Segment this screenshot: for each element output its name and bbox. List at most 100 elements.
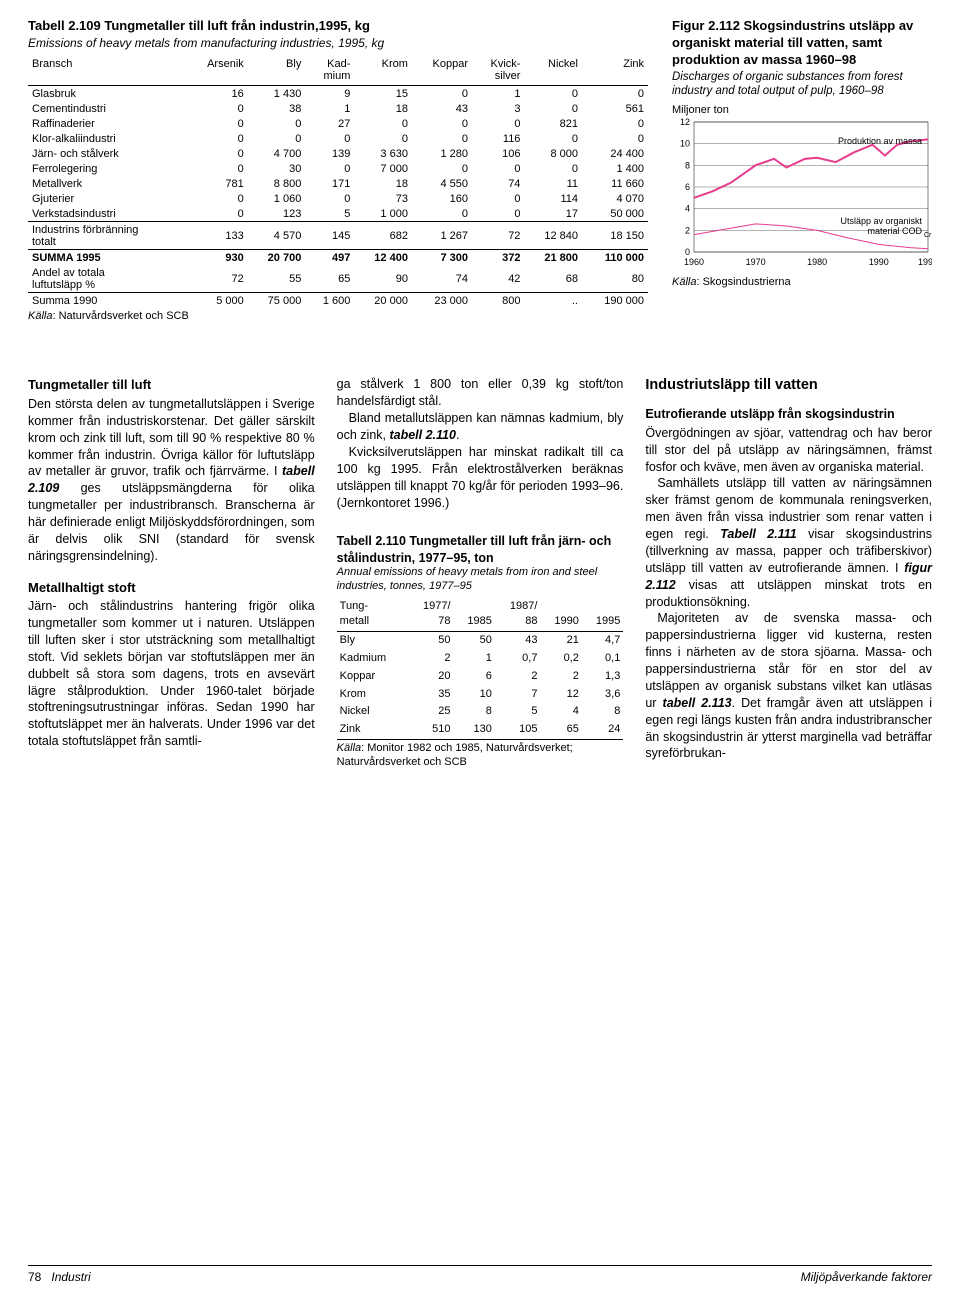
table-cell: 74	[412, 265, 472, 293]
body-text: Samhällets utsläpp till vatten av näring…	[645, 475, 932, 610]
table-cell: 74	[472, 176, 524, 191]
table-cell: Verkstadsindustri	[28, 206, 186, 222]
table-cell: 1 280	[412, 146, 472, 161]
table-cell: Glasbruk	[28, 86, 186, 102]
table-cell: 139	[305, 146, 354, 161]
table-cell: 4 070	[582, 191, 648, 206]
table-cell: 372	[472, 250, 524, 266]
col-header: 1990	[540, 597, 581, 631]
col-header: Bly	[248, 57, 306, 86]
table-cell: 123	[248, 206, 306, 222]
table-subtitle: Emissions of heavy metals from manufactu…	[28, 36, 648, 51]
table-cell: 20	[408, 667, 454, 685]
table-cell: 0	[248, 116, 306, 131]
col-header: Kad-mium	[305, 57, 354, 86]
table-cell: 0	[412, 116, 472, 131]
body-text: Majoriteten av de svenska massa- och pap…	[645, 610, 932, 762]
table-cell: 3 630	[354, 146, 412, 161]
col-header: Zink	[582, 57, 648, 86]
table-cell: 25	[408, 703, 454, 721]
table-cell: 0	[248, 131, 306, 146]
table-cell: Krom	[337, 685, 408, 703]
table-cell: 0,2	[540, 649, 581, 667]
table-cell: 8	[582, 703, 623, 721]
table-cell: 0	[472, 191, 524, 206]
table-cell: 0	[582, 131, 648, 146]
body-text: Den största delen av tungmetallutsläppen…	[28, 396, 315, 565]
table-cell: 145	[305, 222, 354, 250]
table-cell: 10	[454, 685, 495, 703]
col-header: Koppar	[412, 57, 472, 86]
table-cell: 1 400	[582, 161, 648, 176]
table-cell: Raffinaderier	[28, 116, 186, 131]
table-cell: 7 000	[354, 161, 412, 176]
table-cell: Ferrolegering	[28, 161, 186, 176]
table-cell: 171	[305, 176, 354, 191]
table-cell: 21 800	[524, 250, 582, 266]
svg-text:1980: 1980	[807, 257, 827, 267]
heading-eutrofierande: Eutrofierande utsläpp från skogsindustri…	[645, 406, 932, 423]
table-cell: 4 700	[248, 146, 306, 161]
heading-tungmetaller: Tungmetaller till luft	[28, 376, 315, 394]
table-cell: 2	[408, 649, 454, 667]
table-cell: ..	[524, 293, 582, 309]
table-cell: 1	[454, 649, 495, 667]
table-cell: 561	[582, 101, 648, 116]
table-cell: 0	[354, 116, 412, 131]
svg-text:Cr: Cr	[924, 232, 932, 239]
table-cell: 0	[305, 131, 354, 146]
table-cell: 0	[186, 131, 248, 146]
table-title: Tabell 2.109 Tungmetaller till luft från…	[28, 18, 648, 35]
table-cell: 106	[472, 146, 524, 161]
table-cell: 27	[305, 116, 354, 131]
table-cell: 2	[540, 667, 581, 685]
table-cell: 20 700	[248, 250, 306, 266]
figure-subtitle: Discharges of organic substances from fo…	[672, 70, 932, 99]
table-cell: 0,7	[495, 649, 541, 667]
table-source: Källa: Naturvårdsverket och SCB	[28, 310, 648, 322]
svg-text:1998: 1998	[918, 257, 932, 267]
table-cell: 20 000	[354, 293, 412, 309]
table-cell: 5	[495, 703, 541, 721]
table-cell: 80	[582, 265, 648, 293]
svg-text:6: 6	[685, 182, 690, 192]
col-header: Krom	[354, 57, 412, 86]
column-3: Industriutsläpp till vatten Eutrofierand…	[645, 376, 932, 769]
svg-text:8: 8	[685, 161, 690, 171]
table-cell: 21	[540, 631, 581, 649]
col-header: 1995	[582, 597, 623, 631]
table-cell: 8	[454, 703, 495, 721]
table-cell: 0	[186, 146, 248, 161]
footer-section-right: Miljöpåverkande faktorer	[801, 1270, 932, 1284]
body-text: Järn- och stålindustrins hantering frigö…	[28, 598, 315, 750]
table-cell: 11	[524, 176, 582, 191]
table-cell: 15	[354, 86, 412, 102]
table-cell: Kadmium	[337, 649, 408, 667]
table-cell: 105	[495, 721, 541, 740]
figure-title: Figur 2.112 Skogsindustrins utsläpp av o…	[672, 18, 932, 69]
svg-text:12: 12	[680, 118, 690, 127]
body-text: Bland metallutsläppen kan nämnas kadmium…	[337, 410, 624, 444]
col-header: 1987/88	[495, 597, 541, 631]
table-cell: 510	[408, 721, 454, 740]
table-cell: Metallverk	[28, 176, 186, 191]
table-cell: 0	[582, 86, 648, 102]
table-cell: 72	[472, 222, 524, 250]
table-cell: 43	[412, 101, 472, 116]
table-cell: 0	[524, 161, 582, 176]
table-cell: 0	[524, 86, 582, 102]
table-cell: 5	[305, 206, 354, 222]
table-cell: 0	[186, 101, 248, 116]
table-cell: 130	[454, 721, 495, 740]
table-cell: 9	[305, 86, 354, 102]
table-cell: 0	[186, 116, 248, 131]
table-cell: 0	[412, 161, 472, 176]
table-cell: Bly	[337, 631, 408, 649]
table-cell: 72	[186, 265, 248, 293]
table-cell: Klor-alkaliindustri	[28, 131, 186, 146]
table-cell: 7 300	[412, 250, 472, 266]
table-cell: 8 800	[248, 176, 306, 191]
table-cell: 2	[495, 667, 541, 685]
table-cell: 38	[248, 101, 306, 116]
table-cell: Cementindustri	[28, 101, 186, 116]
